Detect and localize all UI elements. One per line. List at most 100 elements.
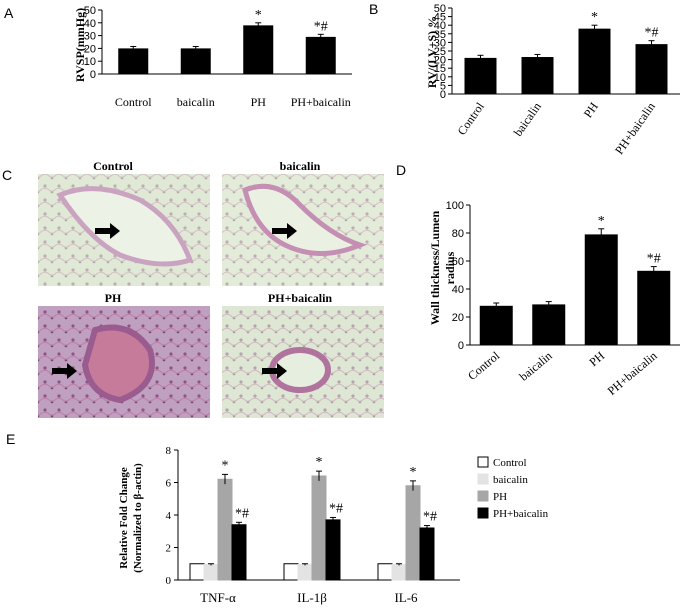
chart-e-bars [189,470,435,581]
y-tick-label: 20 [84,43,96,55]
x-tick-label: Control [454,99,487,138]
significance-label: *# [647,252,661,267]
x-tick-label: baicalin [511,100,544,139]
y-tick-label: 5 [440,80,446,92]
chart-d-bars [479,228,671,345]
y-tick-label: 30 [84,31,96,43]
x-tick-label: IL-6 [394,590,418,605]
legend-swatch [477,490,489,502]
y-tick-label: 0 [440,89,446,101]
panel-letter-e: E [6,431,15,447]
legend-label: baicalin [493,474,528,486]
chart-a-bars [118,22,336,74]
micrograph-control [38,174,210,286]
bar [405,485,421,581]
significance-label: *# [329,501,343,516]
bar [391,564,407,581]
y-tick-label: 40 [84,18,96,30]
bar [532,304,566,345]
legend-swatch [477,473,489,485]
y-tick-label: 40 [434,20,446,32]
bar [377,563,393,581]
y-tick-label: 10 [434,72,446,84]
bar [243,25,274,74]
bar [283,563,299,581]
micrograph-caption-baicalin: baicalin [280,159,321,173]
bar [180,48,211,74]
y-tick-label: 0 [166,575,172,587]
bar [521,57,554,94]
significance-label: * [591,10,598,25]
x-tick-label: Control [465,348,503,383]
bar [203,564,219,581]
chart-a-ylabel: RVSP(mmHg) [73,8,87,82]
panel-letter-d: D [396,162,406,178]
bar [637,270,671,345]
legend-swatch [477,507,489,519]
chart-b-ylabel: RV/(LV+S) % [425,16,439,88]
y-tick-label: 35 [434,29,446,41]
x-tick-label: baicalin [517,349,555,384]
histology-panel: Control baicalin PH PH+baicalin [38,159,384,418]
bar [189,563,205,581]
micrograph-ph-baicalin [222,306,384,418]
y-tick-label: 50 [84,5,96,17]
significance-label: *# [235,506,249,521]
y-tick-label: 2 [166,543,172,555]
chart-e-legend: Control baicalin PH PH+baicalin [477,456,549,520]
significance-label: * [255,8,262,23]
vessel-wall [56,186,194,267]
x-tick-label: baicalin [177,95,215,109]
arrow-icon [52,363,77,379]
legend-swatch [477,456,489,468]
y-tick-label: 0 [90,69,96,81]
arrow-icon [95,223,120,239]
bar [419,527,435,581]
panel-letter-c: C [2,167,12,183]
legend-label: Control [493,457,527,469]
bar [297,564,313,581]
significance-label: *# [314,19,328,34]
y-tick-label: 6 [166,478,172,490]
chart-b-bars [464,24,668,94]
y-tick-label: 10 [84,56,96,68]
micrograph-ph [38,306,210,418]
bar [479,305,513,345]
y-tick-label: 30 [434,37,446,49]
vessel-wall [81,324,155,404]
y-tick-label: 60 [452,256,464,268]
significance-label: * [598,214,605,229]
y-tick-label: 20 [452,312,464,324]
bar [305,36,336,74]
x-tick-label: PH+baicalin [291,95,351,109]
x-tick-label: TNF-α [200,590,236,605]
x-tick-label: Control [115,95,152,109]
bar [311,475,327,581]
y-tick-label: 100 [446,200,464,212]
chart-d-ylabel-line1: Wall thickness/Lumen [428,210,442,325]
x-tick-label: PH [581,99,601,120]
chart-a-labels: Control baicalin * PH *# PH+baicalin [115,8,351,109]
y-tick-label: 80 [452,228,464,240]
y-tick-label: 4 [166,510,172,522]
arrow-icon [272,223,297,239]
y-tick-label: 20 [434,55,446,67]
bar [635,44,668,94]
y-tick-label: 8 [166,445,172,457]
legend-label: PH [493,491,507,503]
chart-e-ylabel-line1: Relative Fold Change [118,467,130,569]
panel-letter-a: A [4,5,14,21]
vessel-wall [242,183,368,256]
bar [231,524,247,581]
y-tick-label: 50 [434,3,446,15]
significance-label: *# [645,26,659,41]
arrow-icon [262,363,287,379]
x-tick-label: PH+baicalin [612,100,658,157]
micrograph-caption-ph: PH [105,291,122,305]
y-tick-label: 0 [458,340,464,352]
chart-e-ylabel-line2: (Normalized to β-actin) [132,463,144,573]
